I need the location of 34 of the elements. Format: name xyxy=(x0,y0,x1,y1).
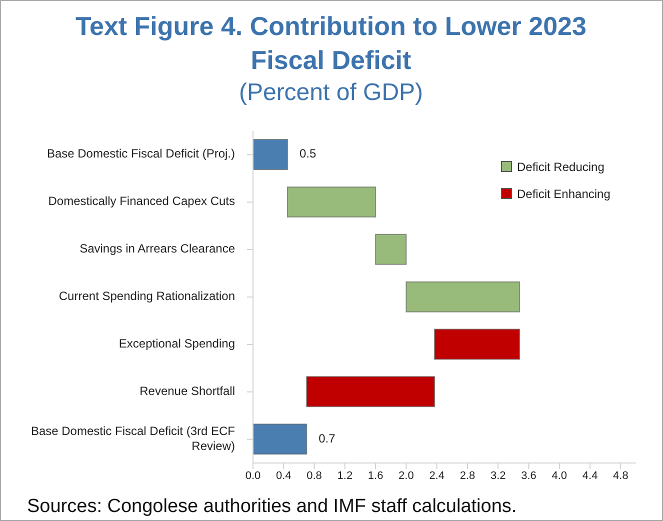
y-tick-label: Exceptional Spending xyxy=(118,336,235,351)
bar xyxy=(253,424,308,455)
chart-subtitle: (Percent of GDP) xyxy=(238,78,424,108)
x-tick-label: 0.0 xyxy=(245,470,261,482)
x-tick-label: 2.0 xyxy=(398,470,414,482)
x-tick-label: 0.8 xyxy=(306,470,322,482)
x-tick-label: 1.6 xyxy=(368,470,384,482)
x-tick-label: 2.8 xyxy=(460,470,476,482)
legend-label: Deficit Enhancing xyxy=(517,186,610,200)
data-label: 0.5 xyxy=(299,146,316,161)
y-tick-label: Base Domestic Fiscal Deficit (Proj.) xyxy=(46,146,235,161)
data-label: 0.7 xyxy=(318,431,336,446)
y-tick-label: Domestically Financed Capex Cuts xyxy=(48,194,235,208)
y-tick-label: Savings in Arrears Clearance xyxy=(80,242,236,256)
bar xyxy=(375,234,407,265)
x-tick-label: 4.8 xyxy=(613,470,628,482)
x-tick-label: 4.0 xyxy=(552,470,568,482)
x-tick-label: 2.4 xyxy=(429,470,444,482)
y-tick-label: Current Spending Rationalization xyxy=(58,289,235,304)
legend-label: Deficit Reducing xyxy=(517,160,604,174)
chart-title: Text Figure 4. Contribution to Lower 2023 Fiscal Deficit xyxy=(74,10,588,77)
bar xyxy=(406,281,520,312)
bar xyxy=(434,328,520,360)
y-tick-label: Revenue Shortfall xyxy=(140,384,235,398)
y-tick-label: Base Domestic Fiscal Deficit (3rd ECF Review) xyxy=(30,424,235,453)
x-tick-label: 4.4 xyxy=(582,470,598,482)
x-tick-label: 3.2 xyxy=(490,470,506,482)
source-note: Sources: Congolese authorities and IMF staff calculations. xyxy=(27,496,517,518)
bar xyxy=(306,376,436,408)
bar xyxy=(253,139,288,170)
bar xyxy=(286,186,376,218)
x-tick-label: 0.4 xyxy=(276,470,292,482)
x-tick-label: 1.2 xyxy=(337,470,353,482)
x-tick-label: 3.6 xyxy=(521,470,536,482)
